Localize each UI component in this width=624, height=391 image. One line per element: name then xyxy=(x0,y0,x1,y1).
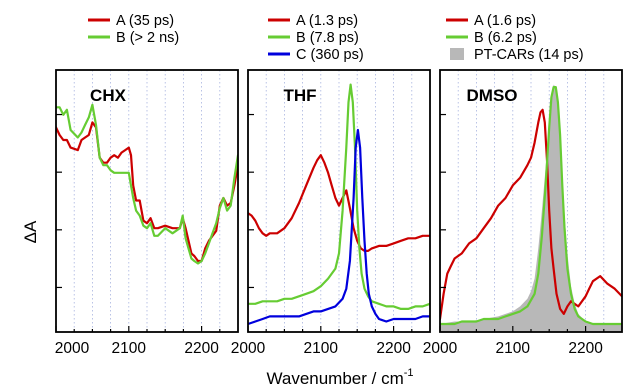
x-tick-label: 2000 xyxy=(55,340,90,357)
panel-frame xyxy=(55,69,239,333)
panel-title: THF xyxy=(283,86,316,105)
x-tick-label: 2100 xyxy=(112,340,147,357)
x-tick-label: 2000 xyxy=(423,340,458,357)
panel-title: DMSO xyxy=(467,86,518,105)
legend-label: C (360 ps) xyxy=(296,47,364,63)
legend-swatch xyxy=(450,48,464,60)
panel-frame xyxy=(247,69,431,333)
x-axis-label-superscript: -1 xyxy=(404,367,414,379)
legends: A (35 ps)B (> 2 ns) A (1.3 ps)B (7.8 ps)C… xyxy=(88,13,584,63)
series-line-b xyxy=(440,86,622,326)
series-line-b xyxy=(56,103,238,265)
x-tick-label: 2200 xyxy=(376,340,411,357)
series-line-a xyxy=(248,154,430,252)
x-tick-label: 2000 xyxy=(231,340,266,357)
x-axis-label-main: Wavenumber / cm xyxy=(266,369,403,388)
legend-label: B (6.2 ps) xyxy=(474,30,537,46)
legend-2: A (1.3 ps)B (7.8 ps)C (360 ps) xyxy=(268,13,364,63)
series-group xyxy=(440,84,622,332)
x-tick-label: 2100 xyxy=(304,340,339,357)
x-axis-label: Wavenumber / cm-1 xyxy=(266,367,413,388)
legend-label: B (7.8 ps) xyxy=(296,30,359,46)
series-line-c xyxy=(248,128,430,326)
legend-label: A (35 ps) xyxy=(116,13,174,29)
legend-1: A (35 ps)B (> 2 ns) xyxy=(88,13,179,46)
legend-label: PT-CARs (14 ps) xyxy=(474,47,584,63)
panel-title: CHX xyxy=(90,86,127,105)
series-line-b xyxy=(248,83,430,310)
series-line-a xyxy=(440,108,622,321)
x-tick-label: 2100 xyxy=(496,340,531,357)
grid-lines xyxy=(73,70,221,332)
y-axis-label: ΔA xyxy=(21,220,40,243)
panel-dmso: 2000 2100 2200 DMSO xyxy=(423,69,623,357)
grid-lines xyxy=(265,70,413,332)
legend-3: A (1.6 ps)B (6.2 ps)PT-CARs (14 ps) xyxy=(446,13,584,63)
x-tick-label: 2200 xyxy=(568,340,603,357)
x-tick-label: 2200 xyxy=(184,340,219,357)
legend-label: B (> 2 ns) xyxy=(116,30,179,46)
series-group xyxy=(56,103,238,265)
panels: 2000 2100 2200 CHX 2000 2100 2200 THF 2000 2100 22… xyxy=(55,69,623,357)
legend-label: A (1.6 ps) xyxy=(474,13,536,29)
series-area-pt-cars xyxy=(440,84,622,332)
panel-chx: 2000 2100 2200 CHX xyxy=(55,69,239,357)
series-group xyxy=(248,83,430,326)
legend-label: A (1.3 ps) xyxy=(296,13,358,29)
panel-thf: 2000 2100 2200 THF xyxy=(231,69,431,357)
